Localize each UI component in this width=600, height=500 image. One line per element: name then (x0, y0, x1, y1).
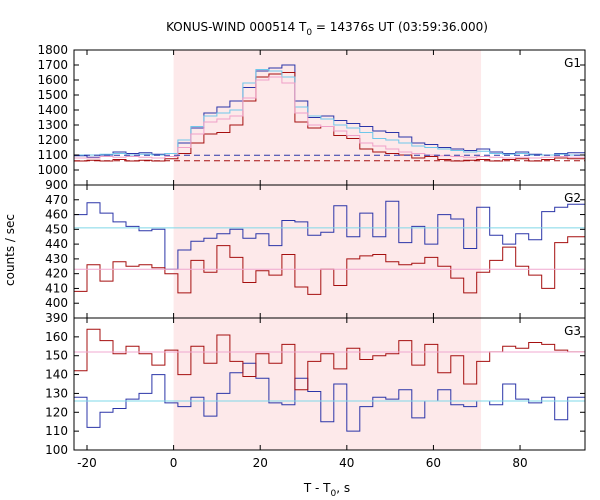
x-axis-label: T - T0, s (303, 481, 350, 499)
y-axis-label: counts / sec (3, 214, 17, 286)
y-tick-label: 460 (45, 208, 68, 222)
y-tick-label: 430 (45, 252, 68, 266)
highlight-interval (173, 50, 482, 450)
y-tick-label: 1700 (37, 58, 68, 72)
y-tick-label: 470 (45, 193, 68, 207)
x-tick-label: 80 (512, 456, 527, 470)
series-G2-0 (74, 200, 585, 270)
x-tick-label: -20 (77, 456, 97, 470)
x-tick-label: 0 (170, 456, 178, 470)
y-tick-label: 140 (45, 368, 68, 382)
y-tick-label: 100 (45, 443, 68, 457)
series-G1-2 (74, 69, 585, 156)
x-tick-label: 20 (253, 456, 268, 470)
panel-label-G2: G2 (564, 191, 581, 205)
y-tick-label: 390 (45, 311, 68, 325)
panels-group: 900100011001200130014001500160017001800G… (37, 43, 586, 470)
y-tick-label: 400 (45, 296, 68, 310)
y-tick-label: 440 (45, 237, 68, 251)
y-tick-label: 150 (45, 349, 68, 363)
y-tick-label: 900 (45, 178, 68, 192)
y-tick-label: 1000 (37, 163, 68, 177)
y-tick-label: 450 (45, 222, 68, 236)
y-tick-label: 1300 (37, 118, 68, 132)
y-tick-label: 1600 (37, 73, 68, 87)
y-tick-label: 130 (45, 386, 68, 400)
series-G3-0 (74, 362, 585, 432)
panel-frame-G3 (73, 317, 586, 451)
y-tick-label: 120 (45, 405, 68, 419)
panel-label-G1: G1 (564, 56, 581, 70)
y-tick-label: 1400 (37, 103, 68, 117)
chart-title: KONUS-WIND 000514 T0 = 14376s UT (03:59:… (166, 20, 488, 38)
x-tick-label: 60 (426, 456, 441, 470)
series-G1-0 (74, 64, 585, 158)
panel-label-G3: G3 (564, 324, 581, 338)
x-tick-label: 40 (339, 456, 354, 470)
y-tick-label: 410 (45, 281, 68, 295)
y-tick-label: 1500 (37, 88, 68, 102)
y-tick-label: 110 (45, 424, 68, 438)
y-tick-label: 1200 (37, 133, 68, 147)
y-tick-label: 1100 (37, 148, 68, 162)
y-tick-label: 1800 (37, 43, 68, 57)
series-G1-3 (74, 76, 585, 159)
panel-G3: 100 110 120 130 140 150 160 -20 0 20 40 60 80 G3 (45, 317, 586, 470)
y-tick-label: 420 (45, 267, 68, 281)
y-tick-label: 160 (45, 330, 68, 344)
